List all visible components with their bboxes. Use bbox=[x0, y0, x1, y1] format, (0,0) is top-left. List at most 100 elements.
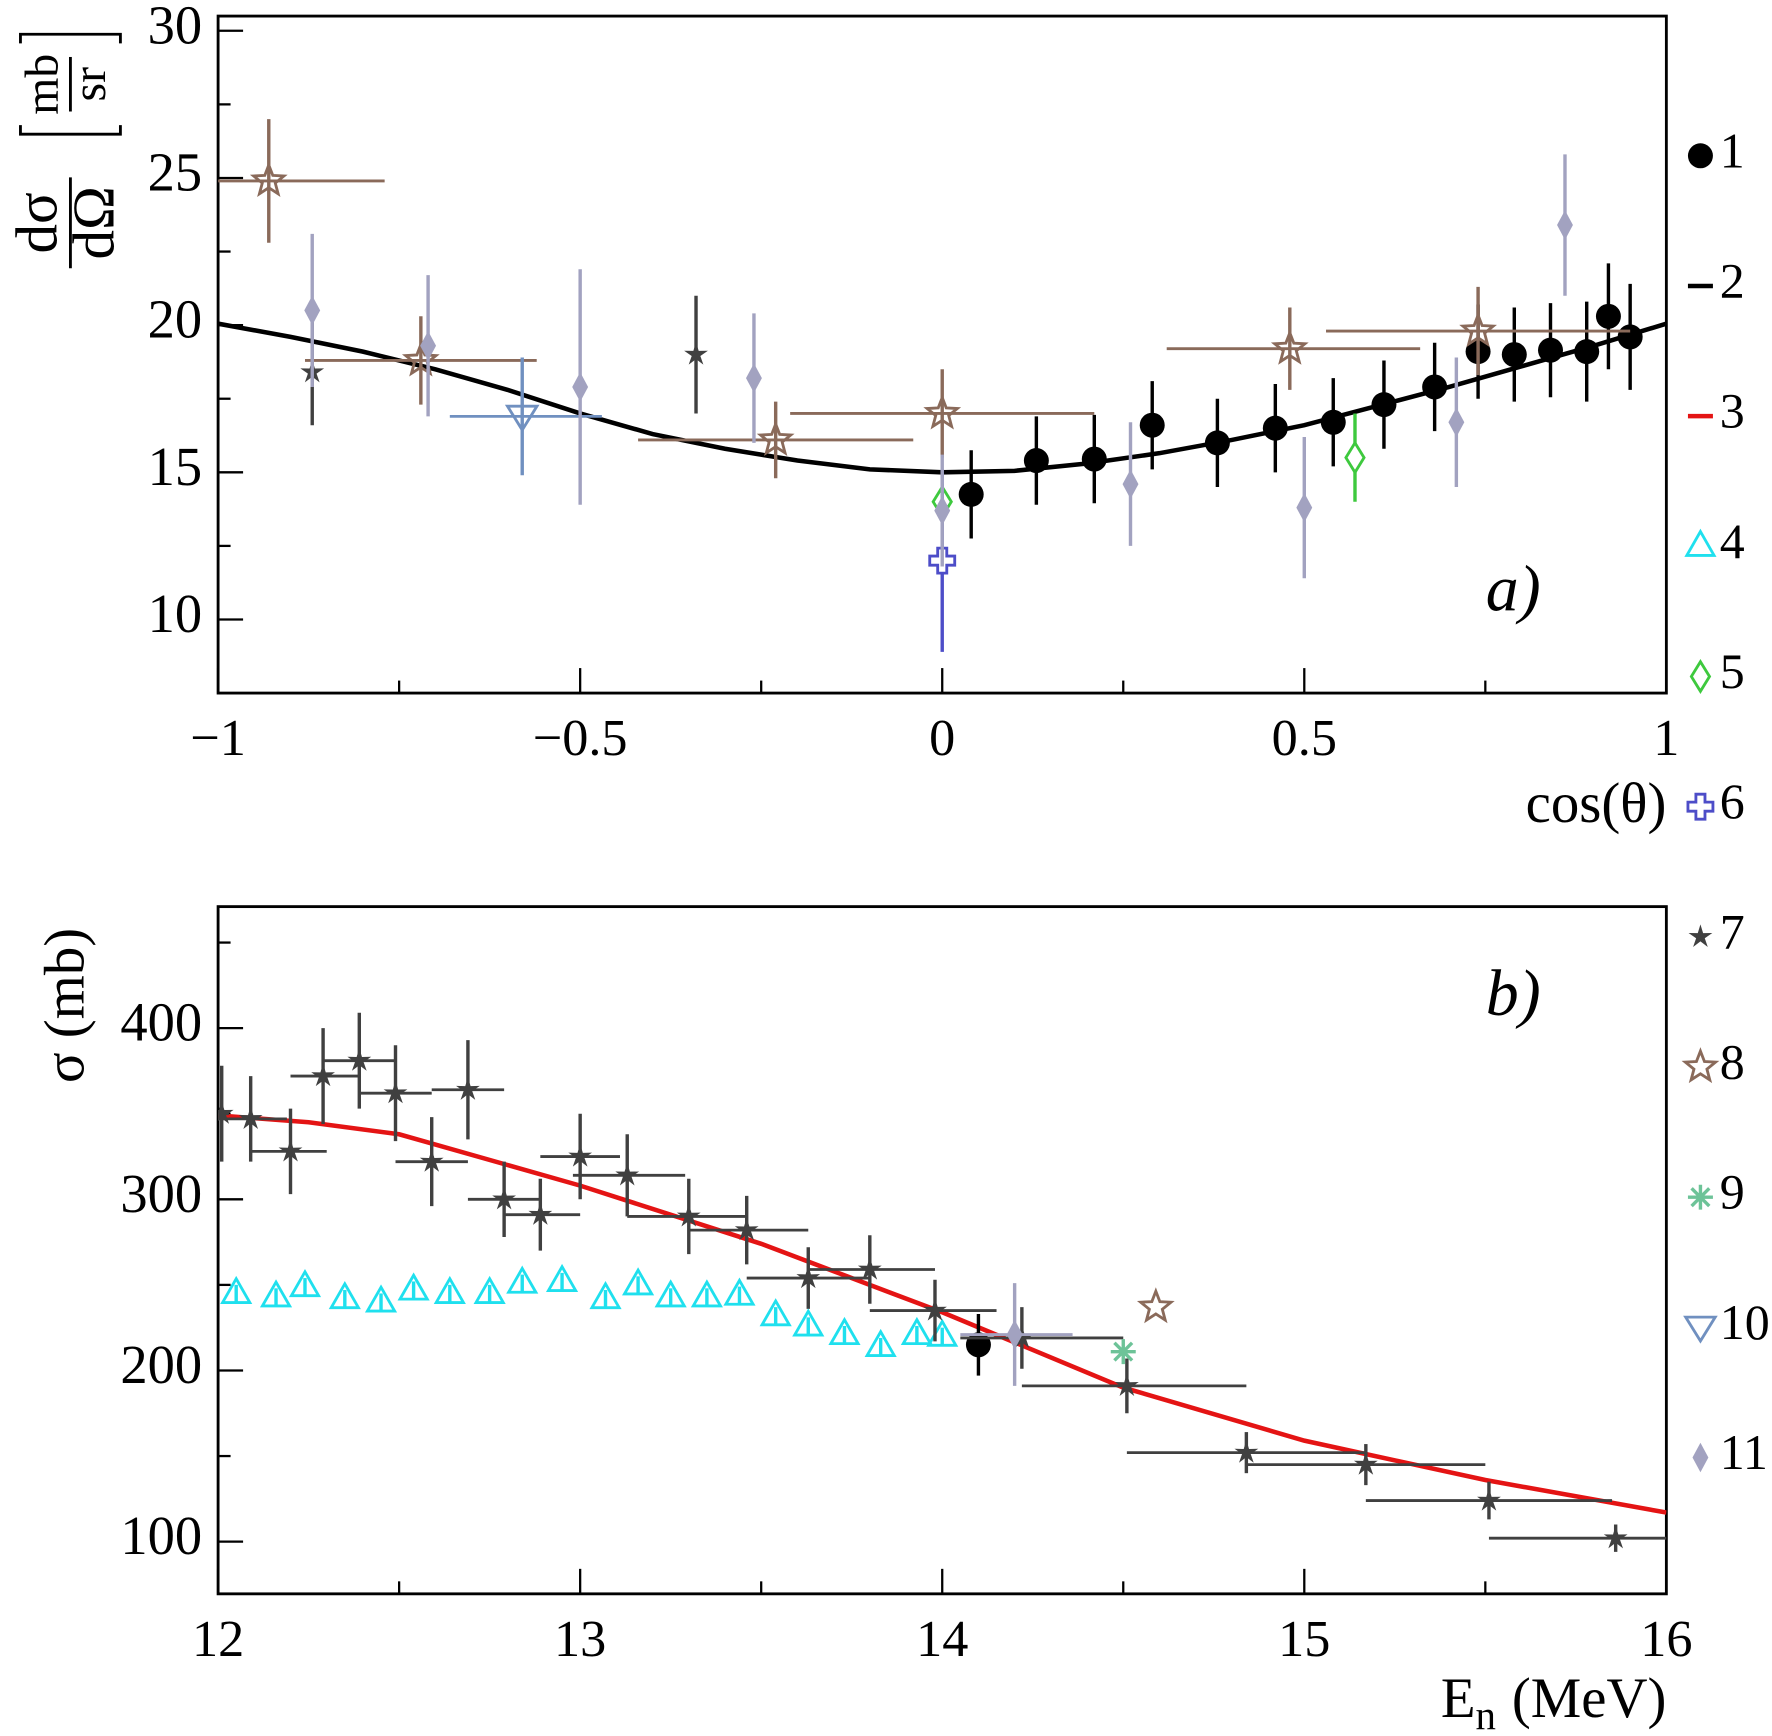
x-tick-label: 12 bbox=[192, 1610, 244, 1668]
data-point bbox=[1320, 409, 1346, 435]
legend-marker bbox=[1681, 1047, 1720, 1084]
legend-marker bbox=[1689, 659, 1712, 694]
x-tick-label: 13 bbox=[554, 1610, 606, 1668]
data-point bbox=[572, 372, 589, 402]
data-point bbox=[958, 481, 984, 507]
y-tick-label: 10 bbox=[148, 583, 203, 644]
data-point bbox=[723, 1277, 756, 1306]
data-point bbox=[492, 1186, 517, 1210]
data-point bbox=[433, 1275, 466, 1304]
y-tick-label: 15 bbox=[148, 436, 203, 497]
x-tick-label: 15 bbox=[1278, 1610, 1330, 1668]
data-point bbox=[1009, 1325, 1034, 1349]
data-point bbox=[1023, 448, 1049, 474]
legend-label: 5 bbox=[1720, 643, 1745, 699]
legend-label: 7 bbox=[1720, 903, 1745, 959]
x-tick-label: 0 bbox=[929, 709, 955, 767]
legend-label: 9 bbox=[1720, 1164, 1745, 1220]
legend-label: 8 bbox=[1720, 1033, 1745, 1089]
data-point bbox=[864, 1328, 897, 1358]
x-tick-label: 1 bbox=[1653, 709, 1679, 767]
data-point bbox=[934, 495, 951, 526]
data-point bbox=[1204, 430, 1230, 456]
data-point bbox=[690, 1279, 723, 1308]
data-point bbox=[288, 1268, 322, 1298]
data-point bbox=[1538, 337, 1563, 363]
data-point bbox=[1136, 1287, 1175, 1324]
data-point bbox=[401, 340, 440, 377]
data-point bbox=[828, 1316, 861, 1346]
legend-marker bbox=[1687, 143, 1713, 169]
data-point bbox=[965, 1332, 991, 1358]
data-point bbox=[792, 1308, 825, 1337]
data-point bbox=[759, 1298, 792, 1327]
data-point bbox=[1477, 1488, 1501, 1511]
data-point bbox=[568, 1144, 593, 1167]
x-tick-label: 16 bbox=[1640, 1610, 1692, 1668]
y-title-numerator: dσ bbox=[4, 192, 70, 253]
panel-label: a) bbox=[1486, 553, 1541, 626]
x-axis-title-sub: n bbox=[1476, 1693, 1496, 1736]
data-point bbox=[304, 295, 321, 326]
bracket bbox=[19, 125, 122, 136]
data-point bbox=[1595, 303, 1621, 329]
legend-marker bbox=[1688, 924, 1713, 947]
data-point bbox=[473, 1275, 506, 1304]
legend-label: 3 bbox=[1720, 383, 1745, 439]
data-point bbox=[504, 404, 540, 433]
legend-label: 1 bbox=[1720, 122, 1745, 178]
data-point bbox=[923, 1298, 947, 1321]
y-tick-label: 300 bbox=[120, 1163, 202, 1224]
y-tick-label: 200 bbox=[120, 1334, 202, 1395]
legend-label: 11 bbox=[1720, 1424, 1768, 1480]
x-tick-label: −1 bbox=[190, 709, 246, 767]
x-axis-title: En (MeV) bbox=[1441, 1667, 1667, 1736]
data-point bbox=[1270, 328, 1309, 365]
data-point bbox=[1344, 440, 1366, 476]
y-tick-label: 30 bbox=[148, 0, 203, 55]
data-point bbox=[1234, 1440, 1259, 1463]
data-point bbox=[900, 1316, 933, 1346]
x-tick-label: 0.5 bbox=[1272, 709, 1337, 767]
data-point bbox=[654, 1279, 687, 1308]
legend-marker bbox=[1684, 528, 1717, 557]
data-point bbox=[1081, 446, 1107, 472]
x-tick-label: 14 bbox=[916, 1610, 968, 1668]
data-point bbox=[1122, 469, 1139, 499]
data-point bbox=[1459, 311, 1497, 348]
y-axis-title: σ (mb) bbox=[33, 928, 96, 1083]
y-title-unit-denominator: sr bbox=[63, 67, 116, 102]
data-point bbox=[238, 1106, 263, 1129]
data-point bbox=[259, 1279, 293, 1308]
data-point bbox=[676, 1203, 701, 1227]
data-point bbox=[397, 1272, 430, 1301]
data-point bbox=[1110, 1339, 1136, 1365]
data-point bbox=[796, 1265, 821, 1289]
data-point bbox=[615, 1162, 640, 1186]
legend-label: 10 bbox=[1720, 1294, 1770, 1350]
data-point bbox=[622, 1267, 655, 1296]
x-axis-title: cos(θ) bbox=[1526, 772, 1667, 835]
data-point bbox=[1617, 324, 1643, 350]
data-point bbox=[756, 420, 795, 456]
data-point bbox=[1139, 412, 1165, 438]
data-point bbox=[1296, 492, 1313, 523]
data-point bbox=[746, 363, 762, 393]
data-point bbox=[383, 1080, 408, 1104]
data-point bbox=[1501, 342, 1527, 368]
data-point bbox=[1006, 1319, 1023, 1350]
data-point bbox=[1574, 339, 1600, 365]
bracket bbox=[19, 32, 122, 44]
data-point bbox=[456, 1077, 480, 1100]
y-title-unit-numerator: mb bbox=[16, 54, 69, 115]
data-point bbox=[734, 1217, 759, 1241]
y-tick-label: 25 bbox=[148, 141, 203, 202]
data-point bbox=[1557, 210, 1573, 240]
plot-area bbox=[218, 119, 1667, 652]
data-point bbox=[528, 1202, 553, 1225]
data-point bbox=[545, 1263, 579, 1292]
